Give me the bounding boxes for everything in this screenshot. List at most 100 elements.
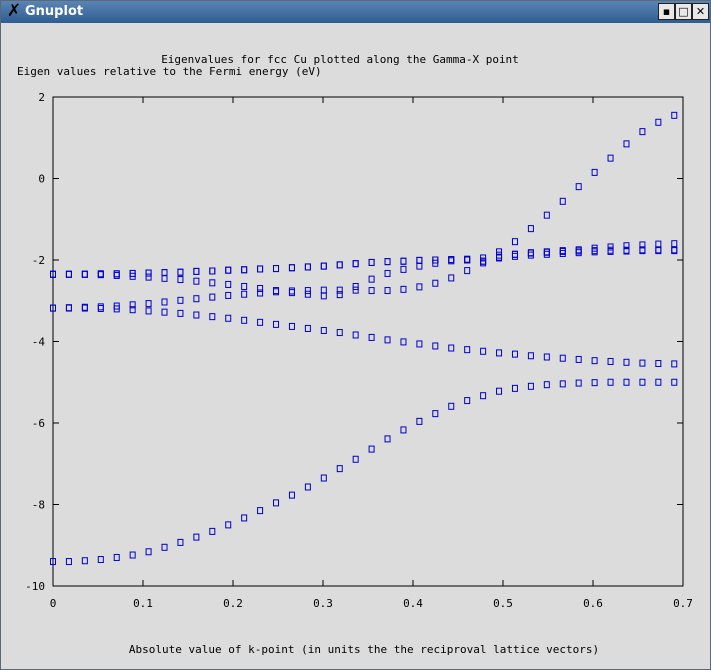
data-point: [257, 265, 264, 273]
y-tick-label: 0: [38, 173, 45, 186]
data-point: [623, 242, 630, 250]
data-point: [480, 347, 487, 355]
data-point: [384, 269, 391, 277]
data-point: [209, 267, 216, 275]
data-point: [623, 247, 630, 255]
data-point: [129, 301, 136, 309]
data-point: [400, 285, 407, 293]
data-point: [575, 355, 582, 363]
data-point: [511, 350, 518, 358]
data-point: [655, 240, 662, 248]
minimize-icon[interactable]: ▪: [658, 3, 675, 20]
x-tick-label: 0.7: [673, 597, 693, 610]
y-tick-label: -10: [25, 580, 45, 593]
data-point: [81, 557, 88, 565]
data-point: [607, 378, 614, 386]
data-point: [193, 295, 200, 303]
data-point: [209, 313, 216, 321]
data-point: [273, 265, 280, 273]
plot-area: Eigenvalues for fcc Cu plotted along the…: [7, 23, 704, 664]
title-bar[interactable]: ✗ Gnuplot ▪ □ ✕: [1, 1, 710, 23]
data-point: [671, 240, 678, 248]
maximize-icon[interactable]: □: [675, 3, 692, 20]
data-point: [639, 378, 646, 386]
data-point: [50, 304, 56, 312]
x-tick-label: 0.6: [583, 597, 603, 610]
data-point: [113, 270, 120, 278]
data-point: [81, 270, 88, 278]
data-point: [352, 286, 359, 294]
data-point: [671, 360, 678, 368]
data-point: [129, 551, 136, 559]
data-point: [655, 378, 662, 386]
data-point: [65, 270, 72, 278]
data-point: [543, 353, 550, 361]
data-point: [288, 287, 295, 295]
data-point: [209, 267, 216, 275]
data-point: [129, 269, 136, 277]
data-point: [384, 435, 391, 443]
y-tick-label: -6: [32, 417, 45, 430]
data-point: [559, 247, 566, 255]
data-point: [145, 307, 152, 315]
data-point: [559, 380, 566, 388]
data-point: [129, 306, 136, 314]
data-point: [193, 533, 200, 541]
data-point: [161, 298, 168, 306]
data-point: [241, 282, 248, 290]
data-point: [161, 308, 168, 316]
data-point: [448, 256, 455, 264]
data-point: [527, 251, 534, 259]
close-icon[interactable]: ✕: [692, 3, 709, 20]
data-point: [257, 285, 264, 293]
data-point: [145, 273, 152, 281]
data-point: [273, 499, 280, 507]
data-point: [591, 248, 598, 256]
data-point: [639, 359, 646, 367]
data-point: [320, 326, 327, 334]
y-tick-label: -2: [32, 254, 45, 267]
data-point: [496, 349, 503, 357]
data-point: [432, 279, 439, 287]
data-point: [241, 316, 248, 324]
data-point: [527, 352, 534, 360]
data-point: [591, 168, 598, 176]
data-point: [304, 263, 311, 271]
data-point: [671, 247, 678, 255]
data-point: [97, 270, 104, 278]
x-logo-icon[interactable]: ✗: [6, 1, 22, 21]
data-point: [432, 410, 439, 418]
data-point: [320, 474, 327, 482]
data-point: [113, 553, 120, 561]
data-point: [336, 329, 343, 337]
data-point: [511, 384, 518, 392]
data-point: [193, 267, 200, 275]
data-point: [671, 378, 678, 386]
x-tick-label: 0.3: [313, 597, 333, 610]
data-point: [145, 300, 152, 308]
x-tick-label: 0.4: [403, 597, 423, 610]
data-point: [591, 244, 598, 252]
data-point: [177, 309, 184, 317]
data-point: [336, 291, 343, 299]
data-point: [416, 340, 423, 348]
data-point: [416, 262, 423, 270]
data-point: [623, 358, 630, 366]
data-point: [368, 258, 375, 266]
data-point: [655, 247, 662, 255]
data-point: [496, 248, 503, 256]
data-point: [416, 256, 423, 264]
data-point: [225, 314, 232, 322]
data-point: [543, 248, 550, 256]
y-tick-label: -8: [32, 499, 45, 512]
plot-border: [52, 96, 684, 587]
data-point: [209, 527, 216, 535]
data-point: [336, 286, 343, 294]
data-point: [193, 267, 200, 275]
data-point: [623, 140, 630, 148]
data-point: [273, 287, 280, 295]
data-point: [65, 270, 72, 278]
data-point: [273, 320, 280, 328]
data-point: [448, 274, 455, 282]
data-point: [511, 250, 518, 258]
